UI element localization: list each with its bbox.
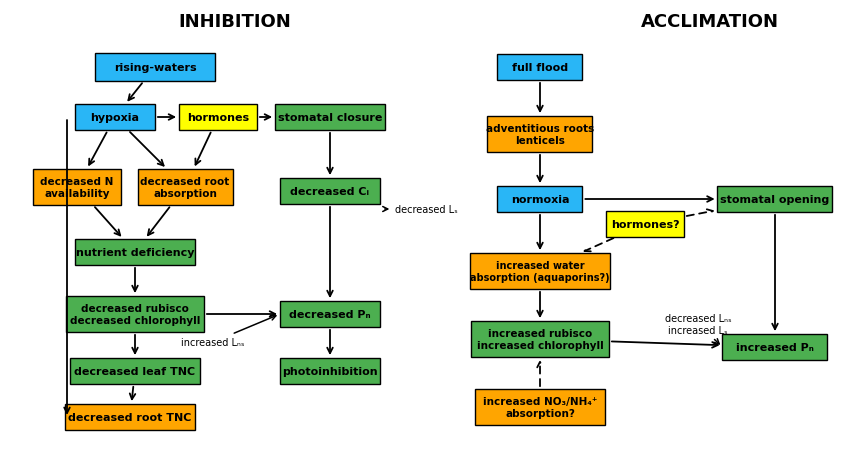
Text: decreased rubisco
decreased chlorophyll: decreased rubisco decreased chlorophyll (70, 304, 200, 325)
Text: decreased root
absorption: decreased root absorption (141, 177, 230, 198)
Text: decreased root TNC: decreased root TNC (69, 412, 192, 422)
FancyBboxPatch shape (66, 296, 204, 332)
Text: photoinhibition: photoinhibition (282, 366, 378, 376)
FancyBboxPatch shape (606, 212, 684, 238)
Text: full flood: full flood (512, 63, 568, 73)
Text: hormones: hormones (187, 113, 249, 123)
FancyBboxPatch shape (717, 187, 833, 212)
Text: stomatal opening: stomatal opening (720, 194, 829, 205)
FancyBboxPatch shape (471, 321, 609, 357)
FancyBboxPatch shape (275, 105, 385, 131)
FancyBboxPatch shape (498, 187, 583, 212)
Text: decreased Lₛ: decreased Lₛ (382, 205, 458, 215)
FancyBboxPatch shape (75, 105, 155, 131)
Text: increased Lₙₛ: increased Lₙₛ (181, 316, 276, 347)
FancyBboxPatch shape (70, 358, 200, 384)
FancyBboxPatch shape (475, 389, 605, 425)
Text: increased NO₃/NH₄⁺
absorption?: increased NO₃/NH₄⁺ absorption? (483, 396, 597, 418)
FancyBboxPatch shape (498, 55, 583, 81)
FancyBboxPatch shape (470, 253, 610, 290)
Text: decreased leaf TNC: decreased leaf TNC (75, 366, 196, 376)
Text: adventitious roots
lenticels: adventitious roots lenticels (486, 124, 594, 146)
Text: rising-waters: rising-waters (114, 63, 197, 73)
Text: decreased Cᵢ: decreased Cᵢ (291, 187, 370, 197)
FancyBboxPatch shape (95, 54, 215, 82)
FancyBboxPatch shape (137, 170, 232, 206)
FancyBboxPatch shape (280, 301, 380, 327)
Text: increased water
absorption (aquaporins?): increased water absorption (aquaporins?) (470, 261, 610, 282)
FancyBboxPatch shape (33, 170, 121, 206)
Text: ACCLIMATION: ACCLIMATION (641, 13, 779, 31)
FancyBboxPatch shape (488, 117, 593, 152)
Text: hormones?: hormones? (611, 220, 679, 230)
Text: nutrient deficiency: nutrient deficiency (75, 248, 194, 258)
Text: increased rubisco
increased chlorophyll: increased rubisco increased chlorophyll (477, 328, 604, 350)
FancyBboxPatch shape (65, 404, 195, 430)
Text: normoxia: normoxia (510, 194, 569, 205)
Text: INHIBITION: INHIBITION (179, 13, 292, 31)
Text: decreased Lₙₛ
increased Lₛ: decreased Lₙₛ increased Lₛ (665, 313, 731, 344)
Text: stomatal closure: stomatal closure (278, 113, 382, 123)
FancyBboxPatch shape (280, 179, 380, 205)
Text: hypoxia: hypoxia (91, 113, 140, 123)
FancyBboxPatch shape (722, 334, 828, 360)
FancyBboxPatch shape (75, 239, 195, 265)
FancyBboxPatch shape (280, 358, 380, 384)
Text: decreased Pₙ: decreased Pₙ (289, 309, 371, 319)
Text: decreased N
availability: decreased N availability (41, 177, 114, 198)
FancyBboxPatch shape (179, 105, 257, 131)
Text: increased Pₙ: increased Pₙ (736, 342, 814, 352)
